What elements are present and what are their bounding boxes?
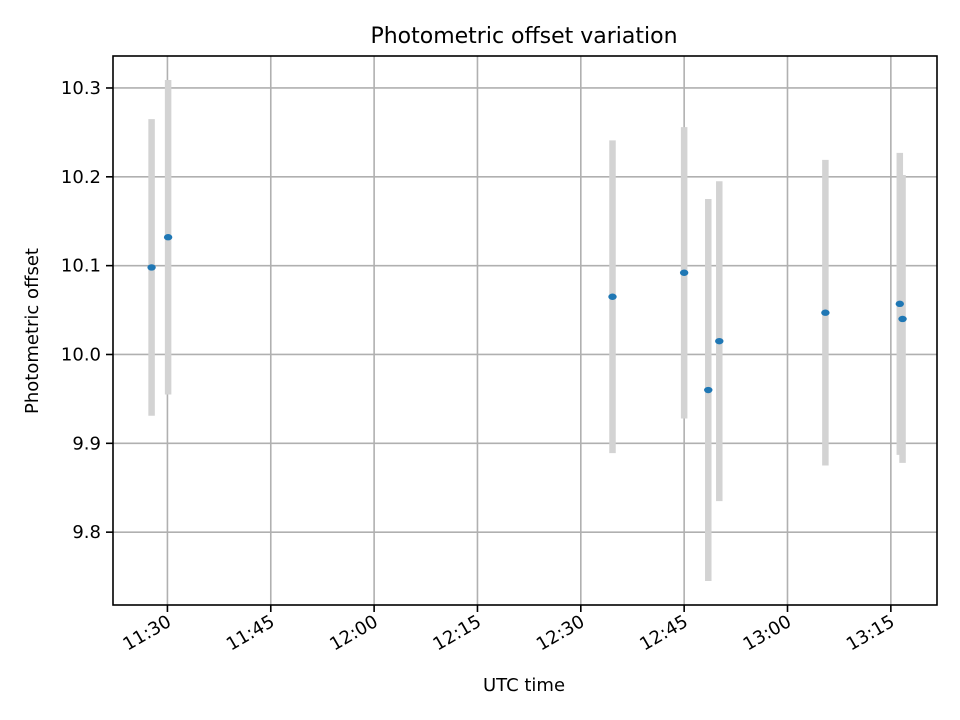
y-tick-label: 10.1 bbox=[61, 256, 101, 277]
data-point bbox=[895, 300, 904, 308]
x-tick-label: 12:15 bbox=[430, 611, 485, 655]
data-point bbox=[163, 234, 173, 241]
point-layer bbox=[147, 234, 907, 394]
y-axis: 9.8 9.9 10.0 10.1 10.2 10.3 bbox=[61, 78, 113, 543]
x-tick-label: 11:45 bbox=[223, 611, 278, 655]
data-point bbox=[608, 293, 617, 300]
y-tick-label: 10.3 bbox=[61, 78, 101, 99]
x-tick-label: 12:30 bbox=[533, 611, 588, 655]
data-point bbox=[898, 315, 907, 323]
data-point bbox=[715, 337, 724, 345]
x-tick-label: 12:00 bbox=[326, 611, 381, 655]
data-point bbox=[704, 386, 713, 394]
x-tick-label: 12:45 bbox=[636, 611, 691, 655]
x-tick-label: 13:00 bbox=[740, 611, 795, 655]
x-axis: 11:30 11:45 12:00 12:15 12:30 12:45 13:00 13:15 bbox=[120, 605, 898, 655]
y-tick-label: 10.0 bbox=[61, 344, 101, 365]
plot-frame bbox=[112, 55, 938, 606]
chart-title: Photometric offset variation bbox=[370, 24, 677, 49]
data-point bbox=[679, 269, 689, 276]
x-tick-label: 11:30 bbox=[120, 611, 175, 655]
y-axis-label: Photometric offset bbox=[22, 248, 43, 414]
grid-layer bbox=[113, 56, 937, 605]
y-tick-label: 10.2 bbox=[61, 167, 101, 188]
y-tick-label: 9.9 bbox=[72, 433, 101, 454]
data-point bbox=[147, 264, 156, 271]
data-point bbox=[821, 309, 830, 316]
x-tick-label: 13:15 bbox=[843, 611, 898, 655]
x-axis-label: UTC time bbox=[483, 675, 565, 696]
errorbar-layer bbox=[148, 79, 906, 582]
y-tick-label: 9.8 bbox=[72, 522, 101, 543]
